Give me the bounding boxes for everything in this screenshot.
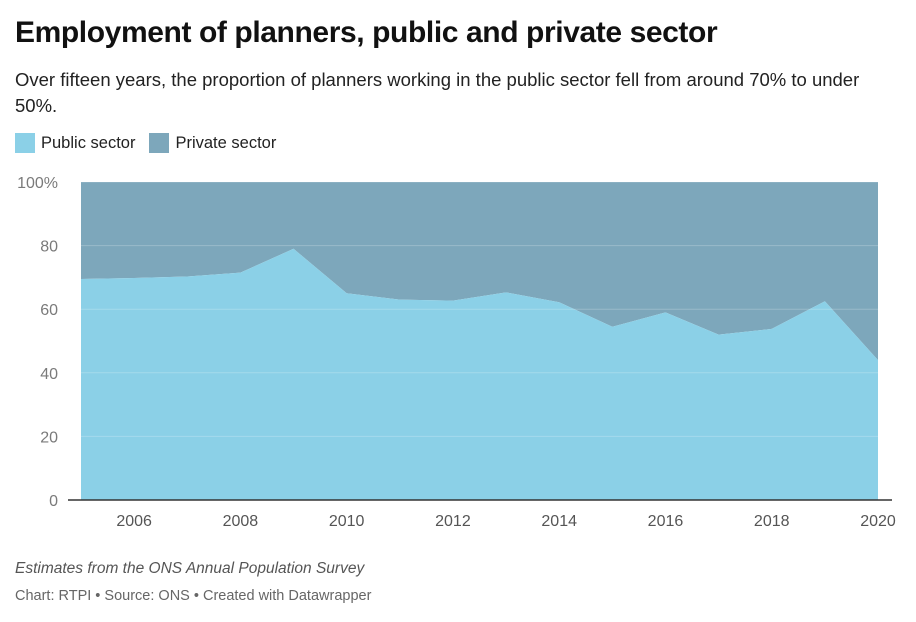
y-tick-label: 100% [17, 175, 58, 192]
y-tick-label: 60 [40, 302, 58, 319]
area-chart: 100% 80 60 40 20 0 2006 2008 2010 2012 2014 2016 201… [17, 175, 896, 530]
y-tick-label: 20 [40, 429, 58, 446]
legend-label-private: Private sector [175, 133, 277, 152]
y-tick-label: 40 [40, 366, 58, 383]
x-tick-label: 2018 [754, 513, 790, 530]
areas [81, 182, 878, 500]
legend-swatch-public [15, 133, 35, 153]
y-tick-label: 0 [49, 493, 58, 510]
chart-title: Employment of planners, public and priva… [15, 16, 718, 49]
legend-swatch-private [149, 133, 170, 153]
x-tick-label: 2010 [329, 513, 365, 530]
x-tick-label: 2016 [648, 513, 684, 530]
chart-notes: Estimates from the ONS Annual Population… [15, 560, 365, 577]
y-tick-label: 80 [40, 239, 58, 256]
legend: Public sector Private sector [15, 132, 290, 154]
x-tick-label: 2020 [860, 513, 896, 530]
x-tick-label: 2012 [435, 513, 471, 530]
area-public-sector [81, 248, 878, 500]
x-tick-label: 2014 [541, 513, 577, 530]
chart-credits: Chart: RTPI • Source: ONS • Created with… [15, 588, 372, 604]
legend-item-private: Private sector [149, 133, 276, 153]
gridlines [68, 181, 878, 437]
area-private-sector [81, 182, 878, 361]
chart-subtitle: Over fifteen years, the proportion of pl… [15, 69, 860, 116]
legend-label-public: Public sector [41, 133, 136, 152]
x-tick-label: 2006 [116, 513, 152, 530]
legend-item-public: Public sector [15, 133, 135, 153]
x-tick-label: 2008 [223, 513, 259, 530]
axes: 100% 80 60 40 20 0 2006 2008 2010 2012 2014 2016 201… [17, 175, 896, 530]
